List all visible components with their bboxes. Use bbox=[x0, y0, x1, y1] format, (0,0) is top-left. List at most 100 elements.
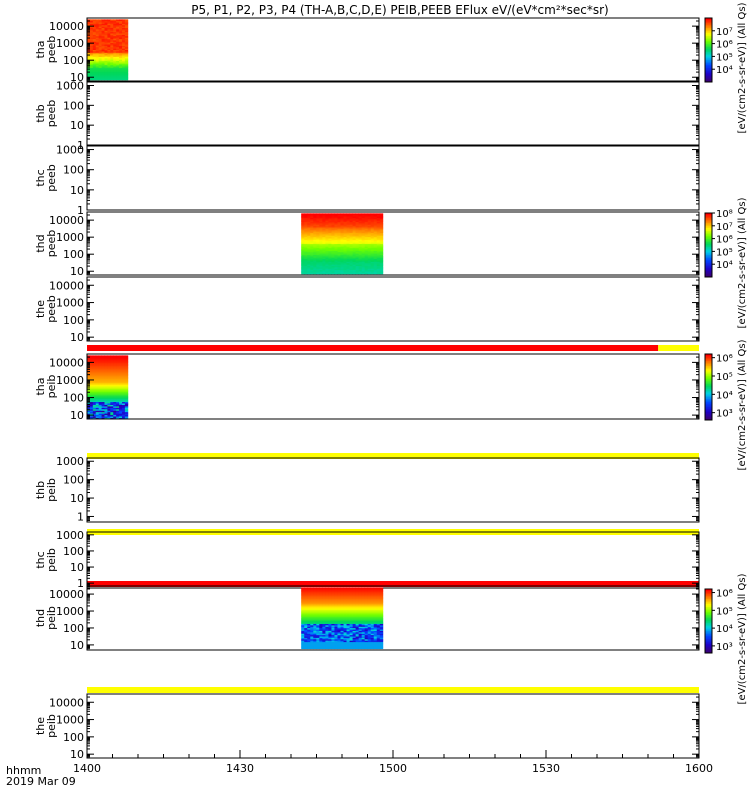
spectrogram-cell bbox=[113, 391, 117, 394]
colorbar-cell bbox=[705, 605, 712, 607]
spectrogram-cell bbox=[334, 228, 338, 231]
spectrogram-cell bbox=[301, 587, 305, 590]
spectrogram-cell bbox=[304, 605, 308, 608]
spectrogram-cell bbox=[92, 385, 97, 388]
spectrogram-cell bbox=[319, 618, 323, 620]
spectrogram-cell bbox=[343, 260, 347, 262]
spectrogram-cell bbox=[337, 638, 341, 641]
spectrogram-cell bbox=[349, 618, 353, 620]
spectrogram-cell bbox=[322, 595, 326, 598]
colorbar-cell bbox=[705, 367, 712, 370]
spectrogram-cell bbox=[364, 266, 369, 269]
spectrogram-cell bbox=[373, 627, 378, 630]
spectrogram-cell bbox=[340, 640, 344, 643]
spectrogram-cell bbox=[89, 77, 94, 79]
spectrogram-cell bbox=[343, 222, 347, 225]
spectrogram-cell bbox=[352, 239, 356, 242]
spectrogram-cell bbox=[358, 604, 363, 606]
spectrogram-cell bbox=[367, 619, 372, 622]
spectrogram-cell bbox=[113, 390, 117, 392]
spectrogram-cell bbox=[113, 78, 117, 81]
spectrogram-cell bbox=[310, 255, 314, 258]
spectrogram-cell bbox=[313, 236, 317, 239]
spectrogram-cell bbox=[325, 217, 329, 220]
spectrogram-cell bbox=[334, 264, 338, 267]
spectrogram-cell bbox=[98, 33, 102, 35]
spectrogram-cell bbox=[310, 220, 314, 222]
spectrogram-cell bbox=[361, 249, 366, 251]
colorbar-cell bbox=[705, 638, 712, 641]
spectrogram-cell bbox=[379, 597, 384, 599]
colorbar-cell bbox=[705, 646, 712, 649]
spectrogram-cell bbox=[301, 597, 305, 599]
spectrogram-cell bbox=[349, 231, 353, 234]
spectrogram-cell bbox=[313, 590, 317, 592]
spectrogram-cell bbox=[355, 242, 360, 245]
spectrogram-cell bbox=[343, 257, 347, 260]
spectrogram-cell bbox=[319, 620, 323, 623]
spectrogram-cell bbox=[340, 588, 344, 591]
spectrogram-cell bbox=[349, 260, 353, 262]
spectrogram-cell bbox=[98, 63, 102, 66]
spectrogram-cell bbox=[116, 31, 120, 34]
spectrogram-cell bbox=[355, 599, 360, 602]
spectrogram-cell bbox=[95, 53, 100, 56]
spectrogram-cell bbox=[121, 385, 126, 388]
spectrogram-cell bbox=[331, 255, 335, 258]
spectrogram-cell bbox=[119, 394, 123, 397]
colorbar-cell bbox=[705, 238, 712, 241]
spectrogram-cell bbox=[349, 592, 353, 595]
spectrogram-cell bbox=[325, 590, 329, 592]
spectrogram-cell bbox=[104, 42, 108, 45]
spectrogram-cell bbox=[98, 407, 102, 410]
spectrogram-cell bbox=[304, 645, 308, 648]
spectrogram-cell bbox=[121, 364, 126, 366]
spectrogram-cell bbox=[304, 221, 308, 224]
spectrogram-cell bbox=[328, 631, 332, 634]
spectrogram-cell bbox=[92, 390, 97, 392]
spectrogram-cell bbox=[364, 612, 369, 615]
spectrogram-cell bbox=[304, 598, 308, 601]
spectrogram-cell bbox=[124, 57, 129, 60]
spectrogram-cell bbox=[121, 35, 126, 38]
spectrogram-cell bbox=[364, 611, 369, 613]
spectrogram-cell bbox=[343, 269, 347, 272]
spectrogram-cell bbox=[346, 619, 350, 622]
spectrogram-cell bbox=[352, 624, 356, 627]
spectrogram-cell bbox=[328, 247, 332, 250]
spectrogram-cell bbox=[331, 613, 335, 616]
spectrogram-cell bbox=[349, 269, 353, 272]
spectrogram-cell bbox=[361, 611, 366, 613]
spectrogram-cell bbox=[364, 634, 369, 637]
spectrogram-cell bbox=[376, 627, 381, 630]
spectrogram-cell bbox=[301, 238, 305, 240]
spectrogram-cell bbox=[373, 620, 378, 623]
spectrogram-cell bbox=[124, 382, 129, 385]
instrument-label: peeb bbox=[45, 164, 58, 192]
spectrogram-cell bbox=[349, 647, 353, 650]
spectrogram-cell bbox=[349, 227, 353, 229]
spectrogram-cell bbox=[124, 53, 129, 56]
spectrogram-cell bbox=[361, 236, 366, 239]
spectrogram-cell bbox=[361, 218, 366, 221]
spectrogram-cell bbox=[349, 644, 353, 647]
spectrogram-cell bbox=[322, 235, 326, 238]
spectrogram-cell bbox=[334, 214, 338, 217]
spectrogram-cell bbox=[352, 242, 356, 245]
spectrogram-cell bbox=[367, 262, 372, 265]
spectrogram-cell bbox=[328, 236, 332, 239]
spectrogram-cell bbox=[346, 238, 350, 240]
spectrogram-cell bbox=[98, 395, 102, 398]
spectrogram-cell bbox=[304, 591, 308, 594]
spectrogram-cell bbox=[310, 249, 314, 251]
spectrogram-cell bbox=[98, 384, 102, 387]
spectrogram-cell bbox=[325, 643, 329, 645]
y-tick-label: 1000 bbox=[56, 37, 84, 50]
spectrogram-cell bbox=[346, 217, 350, 220]
instrument-label: peib bbox=[45, 375, 58, 399]
spectrogram-cell bbox=[113, 30, 117, 33]
spectrogram-cell bbox=[307, 249, 311, 251]
spectrogram-cell bbox=[307, 266, 311, 269]
